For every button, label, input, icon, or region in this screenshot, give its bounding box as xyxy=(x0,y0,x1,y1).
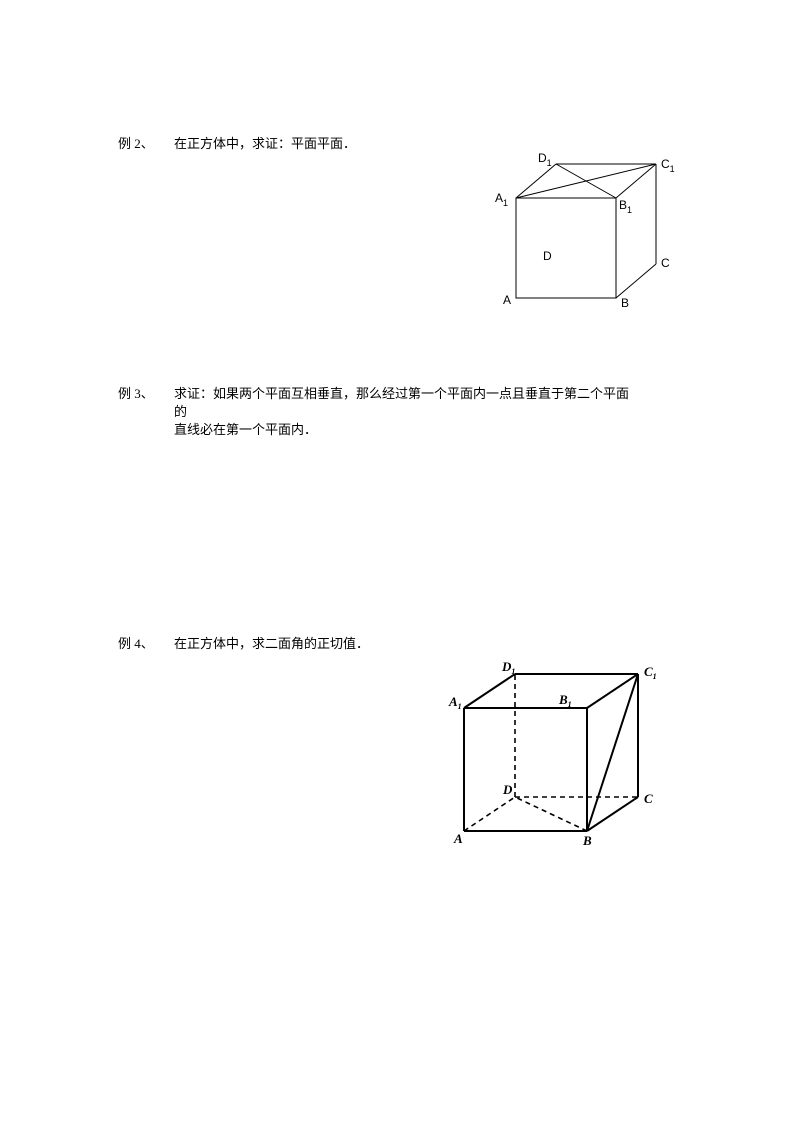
problem-4-text: 在正方体中，求二面角的正切值． xyxy=(174,635,634,653)
problem-4-label: 例 4、 xyxy=(118,635,170,653)
problem-2: 例 2、 在正方体中，求证：平面平面． A B C xyxy=(118,135,698,315)
vertex-A-b: A xyxy=(453,831,463,846)
vertex-D: D xyxy=(543,249,552,263)
vertex-A1: A1 xyxy=(495,191,508,208)
problem-2-figure: A B C D A1 B1 C1 D1 xyxy=(488,153,688,328)
vertex-B1-b: B1 xyxy=(558,692,572,709)
vertex-C-b: C xyxy=(644,791,653,806)
vertex-D1: D1 xyxy=(538,153,552,168)
vertex-B-b: B xyxy=(582,833,592,848)
cube-svg-1: A B C D A1 B1 C1 D1 xyxy=(488,153,688,323)
vertex-D-b: D xyxy=(502,782,513,797)
problem-3: 例 3、 求证：如果两个平面互相垂直，那么经过第一个平面内一点且垂直于第二个平面… xyxy=(118,385,698,575)
problem-3-line1: 求证：如果两个平面互相垂直，那么经过第一个平面内一点且垂直于第二个平面的 xyxy=(174,386,629,419)
problem-4: 例 4、 在正方体中，求二面角的正切值． A xyxy=(118,635,698,935)
problem-2-text: 在正方体中，求证：平面平面． xyxy=(174,135,634,153)
problem-4-figure: A B C D A1 B1 C1 D1 xyxy=(446,659,686,864)
problem-3-text: 求证：如果两个平面互相垂直，那么经过第一个平面内一点且垂直于第二个平面的 直线必… xyxy=(174,385,634,439)
vertex-A1-b: A1 xyxy=(448,694,462,711)
vertex-C1-b: C1 xyxy=(644,664,657,681)
cube-svg-2: A B C D A1 B1 C1 D1 xyxy=(446,659,686,859)
vertex-A: A xyxy=(503,293,511,307)
vertex-B: B xyxy=(621,296,629,310)
problem-2-label: 例 2、 xyxy=(118,135,170,153)
vertex-B1: B1 xyxy=(619,198,632,215)
vertex-C: C xyxy=(661,256,670,270)
problem-3-line2: 直线必在第一个平面内． xyxy=(174,422,317,437)
vertex-D1-b: D1 xyxy=(501,659,515,676)
page-content: 例 2、 在正方体中，求证：平面平面． A B C xyxy=(118,0,698,935)
vertex-C1: C1 xyxy=(661,157,675,174)
problem-3-label: 例 3、 xyxy=(118,385,170,403)
